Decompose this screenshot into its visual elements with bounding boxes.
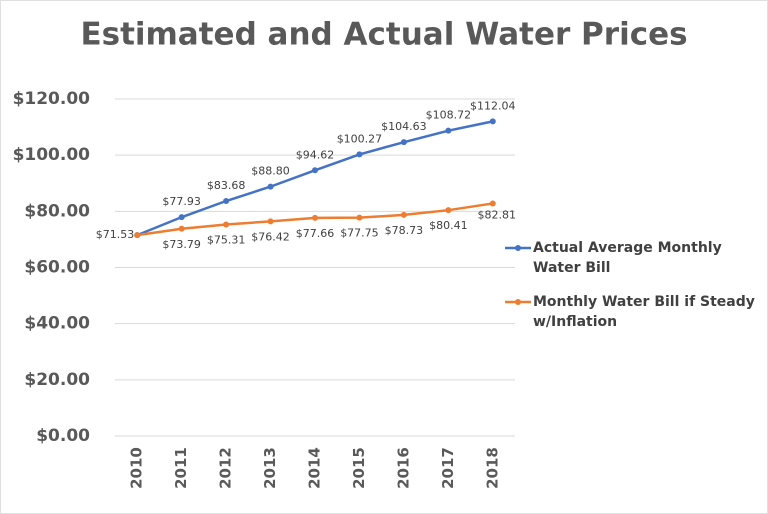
y-tick-label: $0.00 <box>36 426 90 446</box>
data-point <box>312 214 318 221</box>
y-tick-label: $120.00 <box>13 89 91 109</box>
chart-title: Estimated and Actual Water Prices <box>80 17 687 53</box>
legend-item: Monthly Water Bill if Steady w/Inflation <box>505 292 760 332</box>
data-point <box>134 232 141 239</box>
data-label: $88.80 <box>251 165 290 178</box>
x-tick-label: 2014 <box>306 447 324 489</box>
data-label: $73.79 <box>162 238 201 251</box>
legend-swatch <box>505 245 531 251</box>
y-tick-label: $60.00 <box>24 258 90 278</box>
legend-label: Actual Average Monthly Water Bill <box>533 240 722 276</box>
data-label: $100.27 <box>337 132 383 145</box>
y-tick-label: $40.00 <box>24 314 90 334</box>
data-label: $77.66 <box>296 227 335 240</box>
data-label: $77.93 <box>162 195 201 208</box>
data-point <box>223 221 230 228</box>
legend-label: Monthly Water Bill if Steady w/Inflation <box>533 294 755 330</box>
x-tick-label: 2012 <box>217 447 235 489</box>
data-label: $71.53 <box>96 228 135 241</box>
data-point <box>178 214 185 221</box>
data-point <box>312 167 318 174</box>
y-tick-label: $20.00 <box>24 370 90 390</box>
x-tick-label: 2011 <box>172 447 190 489</box>
x-tick-label: 2013 <box>261 447 279 489</box>
x-tick-label: 2018 <box>483 447 501 489</box>
data-point <box>489 118 496 125</box>
data-point <box>356 151 363 158</box>
data-label: $82.81 <box>478 208 517 221</box>
data-point <box>400 139 407 146</box>
data-label: $108.72 <box>426 109 472 122</box>
y-tick-label: $100.00 <box>13 145 91 165</box>
data-point <box>400 211 407 218</box>
x-tick-label: 2016 <box>394 447 412 489</box>
data-point <box>489 200 496 207</box>
legend: Actual Average Monthly Water Bill Monthly… <box>505 238 760 346</box>
data-label: $104.63 <box>381 120 427 133</box>
data-point <box>223 197 230 204</box>
x-tick-label: 2010 <box>128 447 146 489</box>
x-tick-label: 2015 <box>350 447 368 489</box>
data-label: $94.62 <box>296 148 335 161</box>
data-point <box>267 218 274 225</box>
data-label: $76.42 <box>251 230 290 243</box>
legend-marker <box>515 299 521 305</box>
legend-item: Actual Average Monthly Water Bill <box>505 238 760 278</box>
data-label: $75.31 <box>207 234 246 247</box>
x-tick-label: 2017 <box>439 447 457 489</box>
data-point <box>445 207 452 214</box>
data-point <box>445 127 452 134</box>
legend-swatch <box>505 299 531 305</box>
data-label: $77.75 <box>340 227 379 240</box>
data-label: $112.04 <box>470 99 516 112</box>
data-point <box>267 183 274 190</box>
y-tick-label: $80.00 <box>24 201 90 221</box>
data-point <box>178 225 185 232</box>
data-label: $80.41 <box>429 219 468 232</box>
data-point <box>356 214 363 221</box>
legend-marker <box>515 245 521 251</box>
data-label: $83.68 <box>207 179 246 192</box>
data-label: $78.73 <box>385 224 424 237</box>
